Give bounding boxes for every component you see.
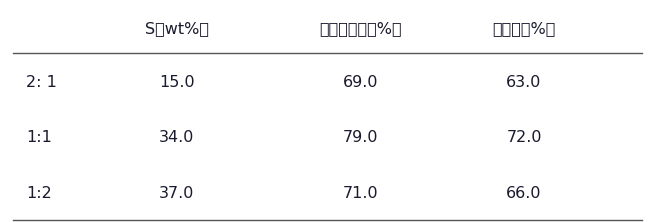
Text: 2: 1: 2: 1 bbox=[26, 75, 57, 90]
Text: 还原糖得率（%）: 还原糖得率（%） bbox=[319, 21, 402, 36]
Text: 63.0: 63.0 bbox=[506, 75, 542, 90]
Text: 34.0: 34.0 bbox=[159, 130, 195, 145]
Text: 1:2: 1:2 bbox=[26, 186, 52, 201]
Text: 66.0: 66.0 bbox=[506, 186, 542, 201]
Text: 15.0: 15.0 bbox=[159, 75, 195, 90]
Text: 酵化率（%）: 酵化率（%） bbox=[493, 21, 555, 36]
Text: 69.0: 69.0 bbox=[343, 75, 378, 90]
Text: 72.0: 72.0 bbox=[506, 130, 542, 145]
Text: S（wt%）: S（wt%） bbox=[145, 21, 209, 36]
Text: 37.0: 37.0 bbox=[159, 186, 195, 201]
Text: 71.0: 71.0 bbox=[343, 186, 378, 201]
Text: 79.0: 79.0 bbox=[343, 130, 378, 145]
Text: 1:1: 1:1 bbox=[26, 130, 52, 145]
